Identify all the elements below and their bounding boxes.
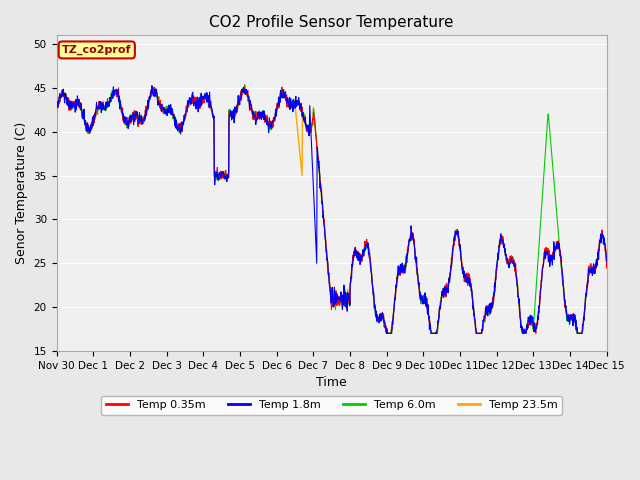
Temp 6.0m: [603, 256, 611, 262]
Temp 1.8m: [95, 103, 103, 108]
Temp 23.5m: [383, 330, 390, 336]
Legend: Temp 0.35m, Temp 1.8m, Temp 6.0m, Temp 23.5m: Temp 0.35m, Temp 1.8m, Temp 6.0m, Temp 2…: [101, 396, 562, 415]
Temp 6.0m: [308, 124, 316, 130]
Temp 6.0m: [52, 106, 60, 111]
Temp 6.0m: [95, 106, 103, 112]
Temp 1.8m: [148, 83, 156, 88]
Temp 23.5m: [308, 120, 316, 126]
Temp 1.8m: [366, 256, 374, 262]
Temp 6.0m: [298, 107, 305, 112]
Temp 1.8m: [298, 108, 305, 114]
Temp 23.5m: [118, 105, 125, 111]
Temp 1.8m: [308, 144, 316, 150]
Temp 23.5m: [366, 257, 374, 263]
Temp 23.5m: [298, 169, 305, 175]
Temp 1.8m: [52, 107, 60, 113]
Text: TZ_co2prof: TZ_co2prof: [62, 45, 132, 55]
Temp 6.0m: [287, 102, 294, 108]
Line: Temp 1.8m: Temp 1.8m: [56, 85, 607, 333]
Temp 0.35m: [366, 252, 374, 258]
Temp 6.0m: [241, 82, 249, 87]
Line: Temp 6.0m: Temp 6.0m: [56, 84, 607, 333]
X-axis label: Time: Time: [316, 376, 347, 389]
Temp 0.35m: [298, 113, 305, 119]
Temp 6.0m: [366, 256, 374, 262]
Temp 1.8m: [287, 101, 294, 107]
Temp 0.35m: [95, 98, 103, 104]
Title: CO2 Profile Sensor Temperature: CO2 Profile Sensor Temperature: [209, 15, 454, 30]
Temp 23.5m: [240, 86, 248, 92]
Line: Temp 23.5m: Temp 23.5m: [56, 89, 607, 333]
Temp 23.5m: [603, 256, 611, 262]
Temp 0.35m: [241, 84, 248, 90]
Temp 6.0m: [383, 330, 390, 336]
Temp 6.0m: [118, 108, 125, 114]
Temp 1.8m: [118, 106, 125, 112]
Temp 0.35m: [383, 330, 390, 336]
Temp 23.5m: [287, 104, 294, 110]
Temp 0.35m: [603, 265, 611, 271]
Temp 23.5m: [95, 104, 103, 109]
Line: Temp 0.35m: Temp 0.35m: [56, 87, 607, 333]
Temp 0.35m: [52, 105, 60, 111]
Temp 0.35m: [308, 122, 316, 128]
Temp 1.8m: [383, 330, 390, 336]
Temp 1.8m: [603, 258, 611, 264]
Temp 23.5m: [52, 108, 60, 114]
Temp 0.35m: [118, 108, 125, 113]
Temp 0.35m: [287, 97, 294, 103]
Y-axis label: Senor Temperature (C): Senor Temperature (C): [15, 122, 28, 264]
